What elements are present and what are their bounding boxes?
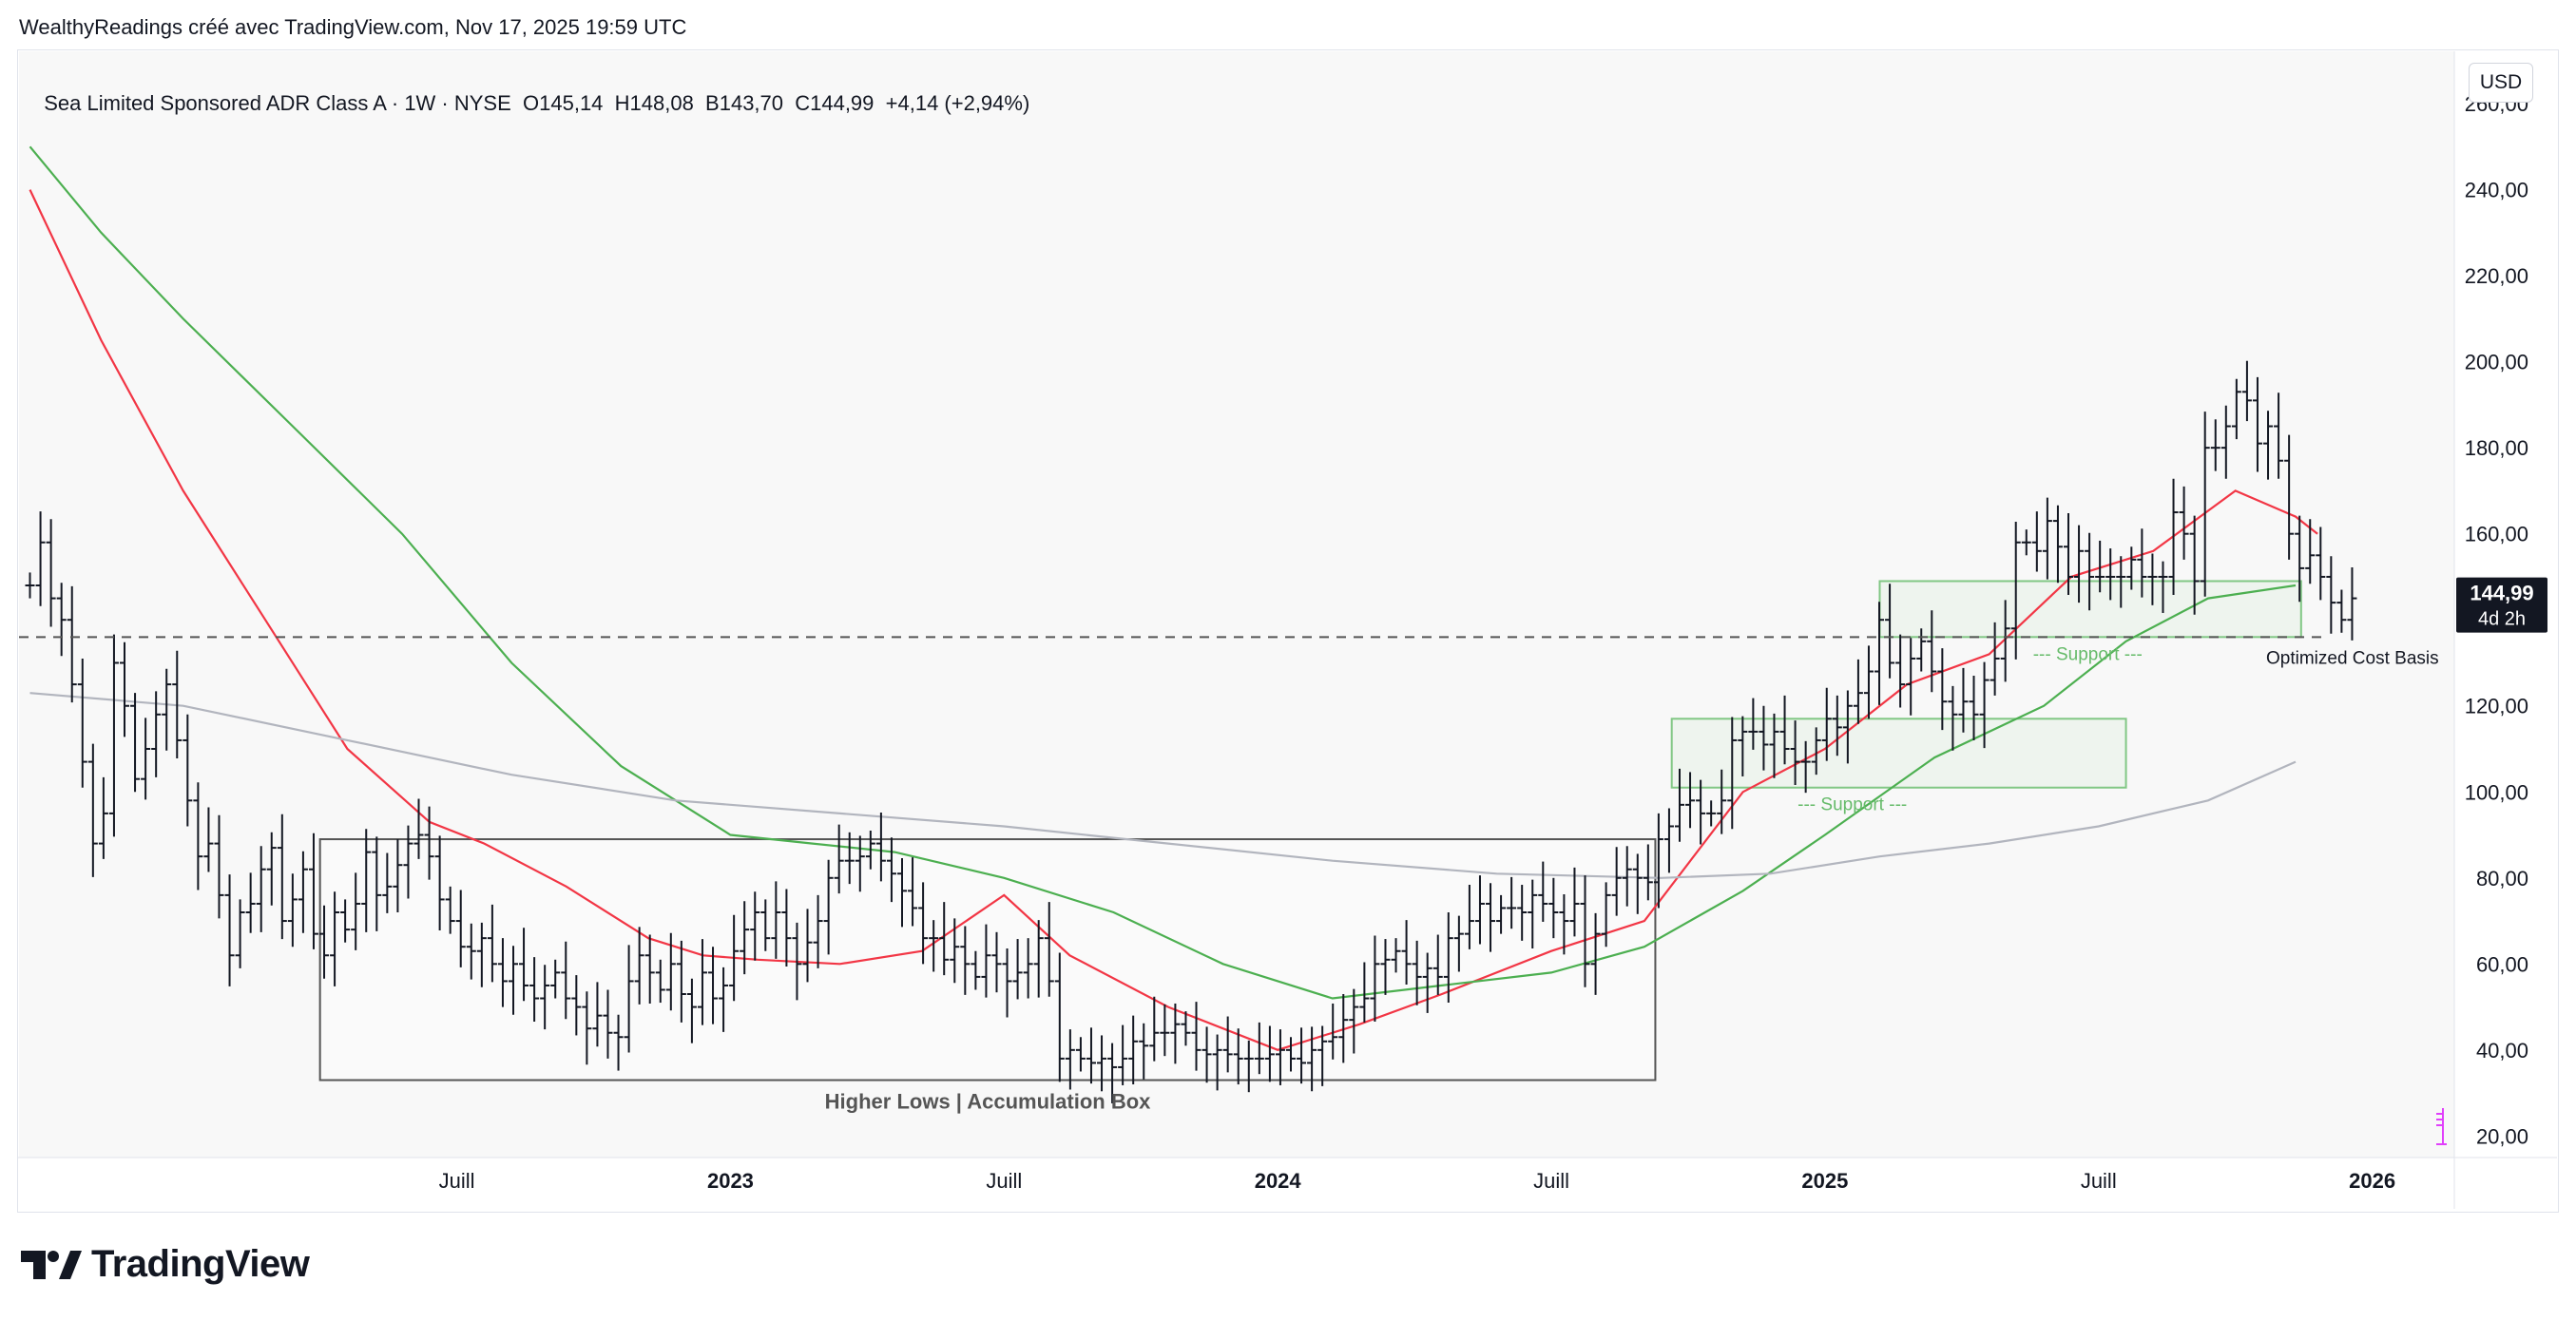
x-tick-label: 2023: [707, 1169, 754, 1193]
accumulation-box-label: Higher Lows | Accumulation Box: [825, 1090, 1151, 1114]
plot-background: [19, 51, 2454, 1158]
y-tick-label: 40,00: [2476, 1039, 2528, 1063]
currency-selector[interactable]: USD: [2469, 63, 2533, 103]
tradingview-logo-text: TradingView: [91, 1243, 310, 1285]
y-tick-label: 100,00: [2465, 780, 2528, 804]
y-tick-label: 200,00: [2465, 351, 2528, 374]
annotation-labels: Higher Lows | Accumulation Box --- Suppor…: [19, 636, 2439, 1114]
symbol-title[interactable]: Sea Limited Sponsored ADR Class A · 1W ·…: [44, 91, 511, 115]
y-tick-label: 180,00: [2465, 436, 2528, 460]
tradingview-logo[interactable]: TradingView: [21, 1243, 310, 1286]
cost-basis-label: Optimized Cost Basis: [2266, 648, 2439, 668]
x-tick-label: 2024: [1255, 1169, 1302, 1193]
moving-average-line: [29, 189, 2318, 1051]
x-tick-label: Juill: [986, 1169, 1022, 1193]
price-badge-countdown: 4d 2h: [2478, 609, 2526, 630]
y-tick-label: 240,00: [2465, 179, 2528, 202]
price-badge: [2456, 577, 2547, 633]
attribution-text: WealthyReadings créé avec TradingView.co…: [19, 15, 687, 39]
y-tick-label: 220,00: [2465, 264, 2528, 288]
support-box: [1670, 718, 2127, 789]
x-tick-label: Juill: [439, 1169, 475, 1193]
chart-grid: [19, 51, 2454, 1158]
y-tick-label: 60,00: [2476, 952, 2528, 976]
y-tick-label: 120,00: [2465, 695, 2528, 718]
x-tick-label: Juill: [2081, 1169, 2117, 1193]
tradingview-logo-icon: [21, 1250, 82, 1279]
time-axis: Juill 2023 Juill 2024 Juill 2025 Juill 2026: [17, 1157, 2557, 1193]
price-badge-value: 144,99: [2470, 582, 2533, 605]
y-tick-label: 20,00: [2476, 1124, 2528, 1148]
y-tick-label: 80,00: [2476, 867, 2528, 890]
alert-icon: [2436, 1108, 2447, 1145]
accumulation-box: [318, 838, 1657, 1082]
support-label: --- Support ---: [1797, 795, 1907, 815]
x-tick-label: Juill: [1533, 1169, 1569, 1193]
x-tick-label: 2025: [1801, 1169, 1848, 1193]
ohlc-bars: [25, 360, 2357, 1103]
support-box: [1878, 580, 2302, 639]
y-tick-label: 160,00: [2465, 523, 2528, 546]
ohlc-values: O145,14 H148,08 B143,70 C144,99 +4,14 (+…: [523, 91, 1030, 115]
x-tick-label: 2026: [2349, 1169, 2395, 1193]
annotation-boxes: [318, 580, 2302, 1082]
symbol-legend: Sea Limited Sponsored ADR Class A · 1W ·…: [32, 67, 1029, 116]
price-axis: 260,00240,00220,00200,00180,00160,00140,…: [2436, 51, 2547, 1209]
moving-average-line: [29, 692, 2297, 879]
support-label: --- Support ---: [2033, 644, 2143, 664]
alert-icon-shape: [2436, 1108, 2447, 1145]
